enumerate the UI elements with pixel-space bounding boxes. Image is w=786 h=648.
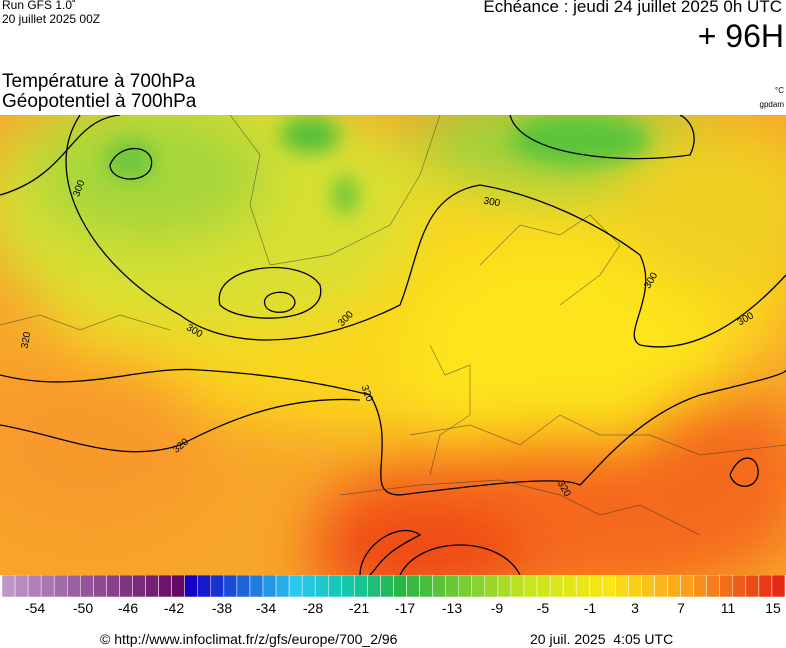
- colorbar-label: -46: [118, 600, 138, 615]
- colorbar-label: -38: [212, 600, 232, 615]
- colorbar-swatch: [654, 575, 668, 598]
- colorbar-swatch: [419, 575, 433, 598]
- colorbar-swatch: [562, 575, 577, 598]
- colorbar-label: 11: [721, 600, 736, 615]
- colorbar-swatch: [184, 575, 198, 598]
- colorbar-swatch: [67, 575, 81, 598]
- colorbar-swatch: [301, 575, 316, 598]
- colorbar-label: 7: [677, 600, 685, 615]
- colorbar-swatch: [158, 575, 172, 598]
- lead-time: + 96H: [697, 18, 784, 54]
- colorbar-swatch: [667, 575, 681, 598]
- run: Run GFS 1.0˚: [2, 0, 77, 12]
- colorbar-swatch: [445, 575, 460, 598]
- colorbar-label: -28: [303, 600, 323, 615]
- colorbar-swatch: [119, 575, 133, 598]
- colorbar-label: -17: [395, 600, 415, 615]
- colorbar-swatch: [745, 575, 760, 598]
- colorbar-swatch: [719, 575, 734, 598]
- colorbar-swatch: [249, 575, 264, 598]
- colorbar-swatch: [497, 575, 512, 598]
- colorbar-swatch: [693, 575, 707, 598]
- colorbar-swatch: [432, 575, 446, 598]
- colorbar-swatch: [406, 575, 420, 598]
- colorbar-label: -5: [537, 600, 550, 615]
- colorbar-swatch: [732, 575, 747, 598]
- colorbar-swatch: [132, 575, 146, 598]
- colorbar-swatch: [1, 575, 16, 598]
- colorbar-swatch: [223, 575, 238, 598]
- colorbar-label: -9: [491, 600, 504, 615]
- unit-geo: gpdam: [759, 100, 784, 109]
- colorbar-swatch: [328, 575, 342, 598]
- title-temperature: Température à 700hPa: [2, 71, 196, 92]
- colorbar-swatch: [510, 575, 525, 598]
- colorbar-swatch: [314, 575, 329, 598]
- colorbar-swatch: [275, 575, 290, 598]
- run-date: 20 juillet 2025 00Z: [2, 12, 101, 26]
- colorbar-swatch: [458, 575, 473, 598]
- colorbar-swatch: [575, 575, 590, 598]
- colorbar-swatch: [288, 575, 303, 598]
- colorbar-label: -1: [584, 600, 597, 615]
- footer-timestamp: 20 juil. 2025 4:05 UTC: [530, 631, 674, 647]
- unit-temp: °C: [775, 86, 784, 95]
- colorbar-swatch: [40, 575, 55, 598]
- contour-label: 320: [20, 331, 34, 350]
- colorbar-label: 3: [631, 600, 639, 615]
- colorbar-swatch: [354, 575, 368, 598]
- colorbar-swatch: [27, 575, 42, 598]
- colorbar-swatch: [14, 575, 29, 598]
- colorbar-swatch: [706, 575, 721, 598]
- colorbar-swatch: [641, 575, 655, 598]
- colorbar-swatch: [380, 575, 394, 598]
- colorbar-swatch: [145, 575, 159, 598]
- colorbar-swatch: [549, 575, 564, 598]
- colorbar-swatch: [602, 575, 616, 598]
- colorbar-swatch: [628, 575, 642, 598]
- colorbar-swatch: [536, 575, 551, 598]
- colorbar-swatch: [171, 575, 185, 598]
- colorbar-label: -13: [442, 600, 462, 615]
- colorbar-swatch: [484, 575, 499, 598]
- colorbar-swatch: [471, 575, 486, 598]
- colorbar-swatch: [197, 575, 212, 598]
- colorbar-swatch: [80, 575, 94, 598]
- colorbar-swatch: [771, 575, 786, 598]
- colorbar-swatch: [262, 575, 277, 598]
- colorbar-swatch: [93, 575, 107, 598]
- colorbar-swatch: [367, 575, 381, 598]
- colorbar-swatch: [341, 575, 355, 598]
- colorbar: -54 -50 -46 -42 -38 -34 -28 -21 -17 -13 -9 -5 -1 3 7 11…: [1, 575, 786, 615]
- colorbar-swatch: [523, 575, 538, 598]
- colorbar-swatch: [106, 575, 120, 598]
- colorbar-label: -42: [164, 600, 184, 615]
- colorbar-swatch: [589, 575, 603, 598]
- coastlines: [0, 115, 786, 536]
- colorbar-label: -50: [73, 600, 93, 615]
- colorbar-swatch: [393, 575, 407, 598]
- colorbar-label: -21: [349, 600, 369, 615]
- colorbar-swatch: [680, 575, 694, 598]
- footer-url: © http://www.infoclimat.fr/z/gfs/europe/…: [100, 631, 398, 647]
- colorbar-swatch: [210, 575, 225, 598]
- colorbar-swatch: [236, 575, 251, 598]
- contours: [0, 115, 786, 575]
- colorbar-label: -54: [25, 600, 45, 615]
- title-geopotential: Géopotentiel à 700hPa: [2, 91, 197, 112]
- colorbar-swatch: [615, 575, 629, 598]
- echeance: Echéance : jeudi 24 juillet 2025 0h UTC: [483, 0, 782, 16]
- colorbar-label: -34: [256, 600, 276, 615]
- colorbar-swatch: [53, 575, 68, 598]
- colorbar-label: 15: [765, 600, 781, 615]
- colorbar-swatch: [758, 575, 773, 598]
- contour-label: 300: [483, 196, 502, 210]
